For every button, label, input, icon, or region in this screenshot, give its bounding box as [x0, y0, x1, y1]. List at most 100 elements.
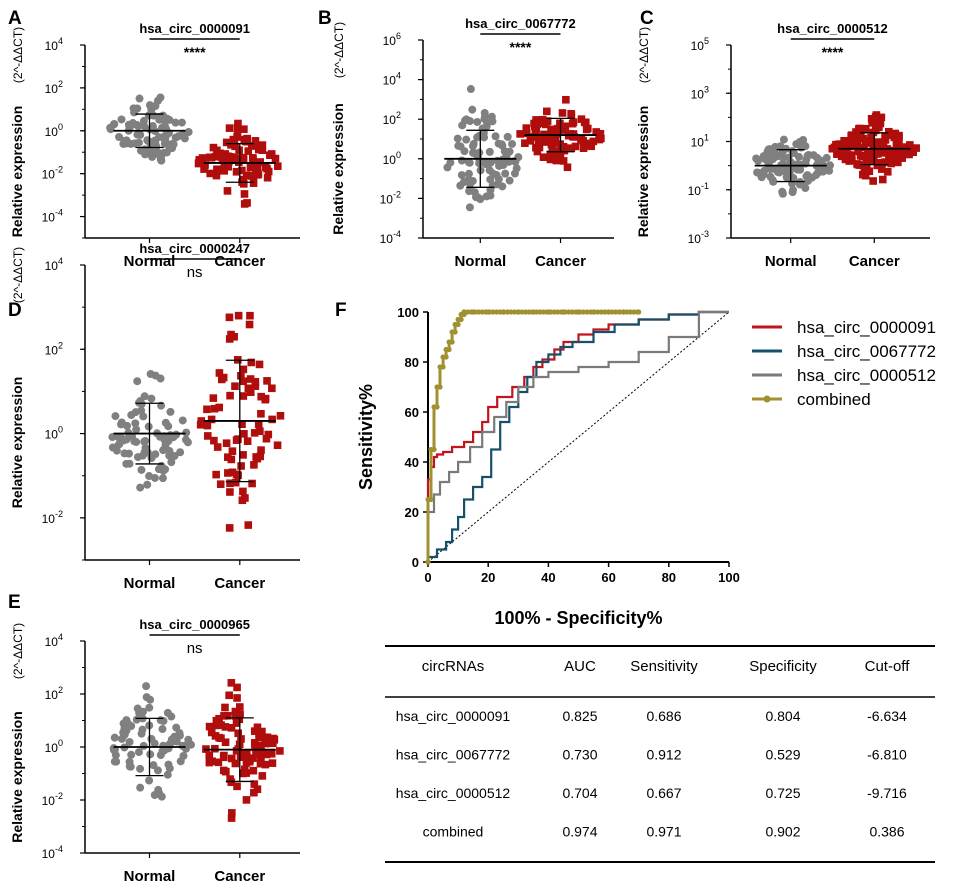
y-tick-exponent: 4 — [58, 36, 63, 46]
roc-marker-combined — [573, 309, 579, 315]
data-point-cancer — [912, 144, 920, 152]
table-header-cell: Cut-off — [865, 658, 911, 675]
data-point-cancer — [250, 739, 259, 747]
data-point-cancer — [522, 129, 531, 138]
data-point-cancer — [862, 137, 871, 145]
panel-a: A 104 102 100 10-2 10-4 Relative expression (2^… — [8, 8, 300, 270]
data-point-normal — [160, 435, 169, 444]
data-point-cancer — [231, 382, 239, 391]
roc-marker-combined — [634, 309, 641, 315]
data-point-normal — [753, 168, 762, 177]
data-point-cancer — [244, 521, 253, 529]
data-point-cancer — [205, 751, 214, 760]
data-point-cancer — [596, 129, 605, 138]
data-point-cancer — [891, 154, 900, 162]
data-point-cancer — [237, 371, 245, 380]
y-tick-label: 10-4 — [380, 229, 401, 246]
data-point-normal — [782, 173, 791, 182]
y-axis-formula: (2^-ΔΔCT) — [11, 623, 25, 679]
roc-marker-combined — [580, 309, 586, 315]
data-point-normal — [158, 725, 167, 734]
y-tick-label: 103 — [691, 84, 709, 101]
data-point-cancer — [526, 136, 535, 145]
data-point-cancer — [559, 157, 568, 165]
data-point-cancer — [240, 430, 248, 438]
data-point-cancer — [224, 453, 232, 461]
data-point-cancer — [542, 138, 551, 146]
data-point-normal — [167, 712, 176, 721]
data-point-cancer — [221, 738, 230, 747]
data-point-cancer — [228, 809, 236, 817]
roc-marker-combined — [494, 309, 500, 315]
data-point-cancer — [215, 403, 223, 412]
data-point-cancer — [250, 780, 259, 788]
data-point-normal — [138, 725, 147, 734]
data-point-normal — [165, 451, 174, 460]
panel-e: E 104 102 100 10-2 10-4 Relative expression (2^… — [8, 592, 300, 882]
x-tick-label: 100 — [718, 570, 740, 585]
data-point-cancer — [854, 147, 863, 156]
data-point-cancer — [579, 144, 588, 153]
data-point-normal — [134, 122, 143, 131]
data-point-cancer — [228, 447, 237, 455]
roc-marker-combined — [497, 309, 503, 315]
data-point-cancer — [869, 150, 878, 159]
roc-marker-combined — [616, 309, 623, 315]
data-point-cancer — [257, 747, 265, 756]
data-point-normal — [153, 766, 162, 775]
roc-line-hsa-circ-0000512 — [426, 310, 729, 562]
data-point-normal — [150, 791, 159, 800]
data-point-cancer — [853, 160, 861, 168]
data-point-cancer — [236, 710, 244, 719]
roc-marker-combined — [501, 309, 507, 315]
data-point-normal — [466, 179, 475, 188]
data-point-normal — [469, 139, 478, 148]
data-point-cancer — [213, 443, 222, 451]
data-point-cancer — [238, 166, 246, 175]
roc-marker-combined — [595, 309, 601, 315]
table-row-name: hsa_circ_0067772 — [396, 747, 511, 763]
roc-marker-combined — [465, 309, 471, 315]
data-point-cancer — [203, 421, 212, 430]
data-point-cancer — [233, 782, 241, 791]
significance-label: ns — [187, 264, 203, 281]
data-point-normal — [453, 134, 462, 143]
x-tick-label: 40 — [541, 570, 555, 585]
y-tick-label: 60 — [405, 405, 419, 420]
roc-marker-combined — [428, 496, 434, 503]
roc-marker-combined — [472, 309, 478, 315]
roc-marker-combined — [522, 309, 529, 315]
table-row-name: combined — [423, 824, 484, 840]
data-point-cancer — [232, 747, 241, 755]
data-point-cancer — [853, 135, 862, 144]
data-point-cancer — [234, 311, 243, 320]
roc-marker-combined — [562, 309, 568, 315]
data-point-cancer — [589, 137, 598, 146]
y-tick-label: 10-4 — [42, 208, 63, 225]
data-point-cancer — [539, 153, 548, 161]
table-cell: -6.634 — [867, 708, 907, 724]
data-point-cancer — [869, 177, 877, 185]
data-point-normal — [446, 158, 455, 167]
table-cell: -6.810 — [867, 747, 907, 763]
panel-c: C 105 103 101 10-1 10-3 Relative expression (2^… — [635, 8, 930, 270]
data-point-cancer — [203, 432, 212, 440]
data-point-cancer — [250, 429, 259, 437]
data-point-normal — [470, 188, 479, 197]
y-tick-exponent: 0 — [58, 122, 63, 132]
data-point-cancer — [533, 147, 542, 156]
y-tick-label: 104 — [45, 256, 63, 273]
roc-marker-combined — [548, 309, 554, 315]
data-point-cancer — [216, 480, 225, 488]
data-point-cancer — [227, 330, 235, 339]
data-point-cancer — [221, 703, 229, 712]
y-tick-exponent: -4 — [55, 208, 63, 218]
data-point-cancer — [571, 142, 580, 151]
data-point-cancer — [552, 156, 561, 165]
data-point-cancer — [227, 814, 236, 822]
data-point-normal — [505, 147, 514, 156]
roc-marker-combined — [486, 309, 493, 315]
data-point-cancer — [859, 170, 867, 179]
y-tick-label: 102 — [45, 79, 63, 96]
data-point-cancer — [215, 369, 224, 377]
